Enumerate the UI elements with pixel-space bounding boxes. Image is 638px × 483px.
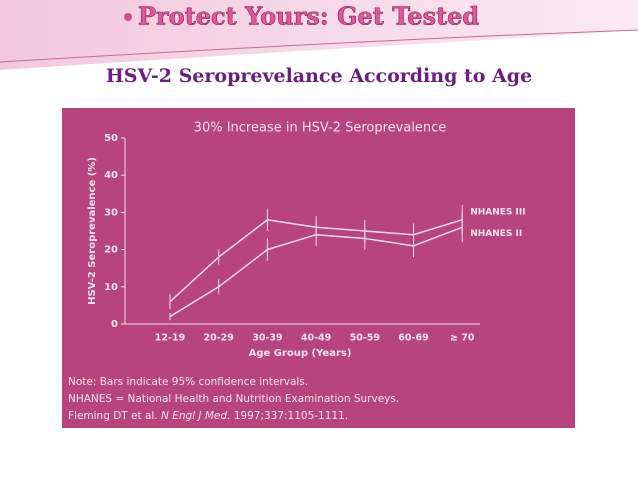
- citation-part: . 1997;337:1105-1111.: [227, 410, 348, 422]
- y-tick-label: 50: [104, 133, 118, 144]
- x-axis-label: Age Group (Years): [249, 348, 352, 359]
- header-curve: [0, 29, 638, 63]
- x-tick-label: ≥ 70: [450, 333, 475, 344]
- x-tick-label: 50-59: [350, 333, 380, 344]
- x-tick-label: 40-49: [301, 333, 331, 344]
- series-label: NHANES II: [470, 229, 522, 239]
- citation-journal: N Engl J Med: [161, 410, 227, 422]
- slide-title: Protect Yours: Get Tested: [138, 2, 479, 31]
- y-tick-label: 10: [104, 282, 118, 293]
- x-tick-label: 12-19: [155, 333, 185, 344]
- series-label: NHANES III: [470, 207, 525, 217]
- heading: HSV-2 Seroprevelance According to Age: [106, 65, 532, 87]
- bullet: [124, 13, 132, 21]
- y-tick-label: 40: [104, 170, 118, 181]
- chart-title: 30% Increase in HSV-2 Seroprevalence: [194, 121, 447, 136]
- note: Note: Bars indicate 95% confidence inter…: [68, 376, 308, 388]
- y-tick-label: 0: [111, 319, 118, 330]
- x-tick-label: 60-69: [398, 333, 428, 344]
- y-axis-label: HSV-2 Seroprevalence (%): [87, 157, 98, 305]
- x-tick-label: 20-29: [204, 333, 234, 344]
- x-tick-label: 30-39: [252, 333, 282, 344]
- citation-part: Fleming DT et al.: [68, 410, 161, 422]
- chart-panel: [62, 108, 575, 428]
- citation: Fleming DT et al. N Engl J Med. 1997;337…: [68, 410, 348, 422]
- y-tick-label: 20: [104, 245, 118, 256]
- y-tick-label: 30: [104, 207, 118, 218]
- note: NHANES = National Health and Nutrition E…: [68, 393, 399, 405]
